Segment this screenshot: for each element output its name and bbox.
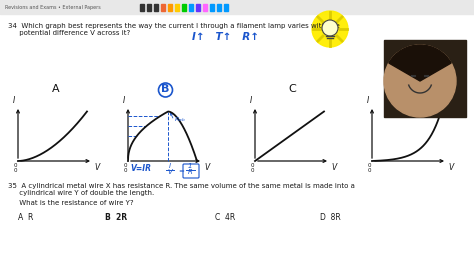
Text: I↑   T↑   R↑: I↑ T↑ R↑ [192,32,259,42]
Bar [210,4,214,11]
Bar [189,4,193,11]
Text: =: = [178,168,184,174]
Bar [140,4,144,11]
Text: 0: 0 [13,163,17,168]
Text: I: I [169,163,171,169]
Text: 0: 0 [367,163,371,168]
Text: V=IR: V=IR [130,164,151,173]
Text: I: I [13,96,15,105]
Text: V: V [331,163,336,172]
Bar [384,40,466,117]
Text: 0: 0 [250,163,254,168]
Wedge shape [389,45,451,81]
Text: V: V [94,163,99,172]
Text: potential difference V across it?: potential difference V across it? [8,30,130,36]
Bar [196,4,200,11]
Text: Revisions and Exams • External Papers: Revisions and Exams • External Papers [5,5,101,10]
Text: I: I [367,96,369,105]
Bar [224,4,228,11]
Text: 0: 0 [124,168,127,173]
Text: I: I [250,96,252,105]
Bar [168,4,172,11]
Text: V: V [168,169,173,175]
Text: V: V [204,163,209,172]
Bar [182,4,186,11]
Text: cylindrical wire Y of double the length.: cylindrical wire Y of double the length. [8,190,154,196]
Text: B  2R: B 2R [105,213,127,222]
Text: 0: 0 [250,168,254,173]
Bar [0,0,474,14]
Bar [147,4,151,11]
Bar [203,4,207,11]
Text: R$_{ab}$: R$_{ab}$ [174,115,186,124]
Text: D  8R: D 8R [320,213,341,222]
Text: What is the resistance of wire Y?: What is the resistance of wire Y? [8,200,134,206]
Text: 34  Which graph best represents the way the current I through a filament lamp va: 34 Which graph best represents the way t… [8,23,340,29]
Text: A  R: A R [18,213,33,222]
Text: 1: 1 [188,163,192,169]
Text: I: I [123,96,125,105]
Text: 0: 0 [13,168,17,173]
Text: V: V [448,163,453,172]
Text: B: B [161,84,170,94]
Bar [161,4,165,11]
Circle shape [384,45,456,117]
Circle shape [322,20,338,36]
Bar [154,4,158,11]
Text: 0: 0 [367,168,371,173]
Text: R: R [188,169,192,175]
Polygon shape [312,11,348,47]
Text: C: C [289,84,296,94]
Bar [217,4,221,11]
Bar [175,4,179,11]
Text: D: D [405,84,414,94]
Text: A: A [52,84,59,94]
Text: 0: 0 [124,163,127,168]
Text: C  4R: C 4R [215,213,235,222]
Text: 35  A cylindrical metal wire X has resistance R. The same volume of the same met: 35 A cylindrical metal wire X has resist… [8,183,355,189]
